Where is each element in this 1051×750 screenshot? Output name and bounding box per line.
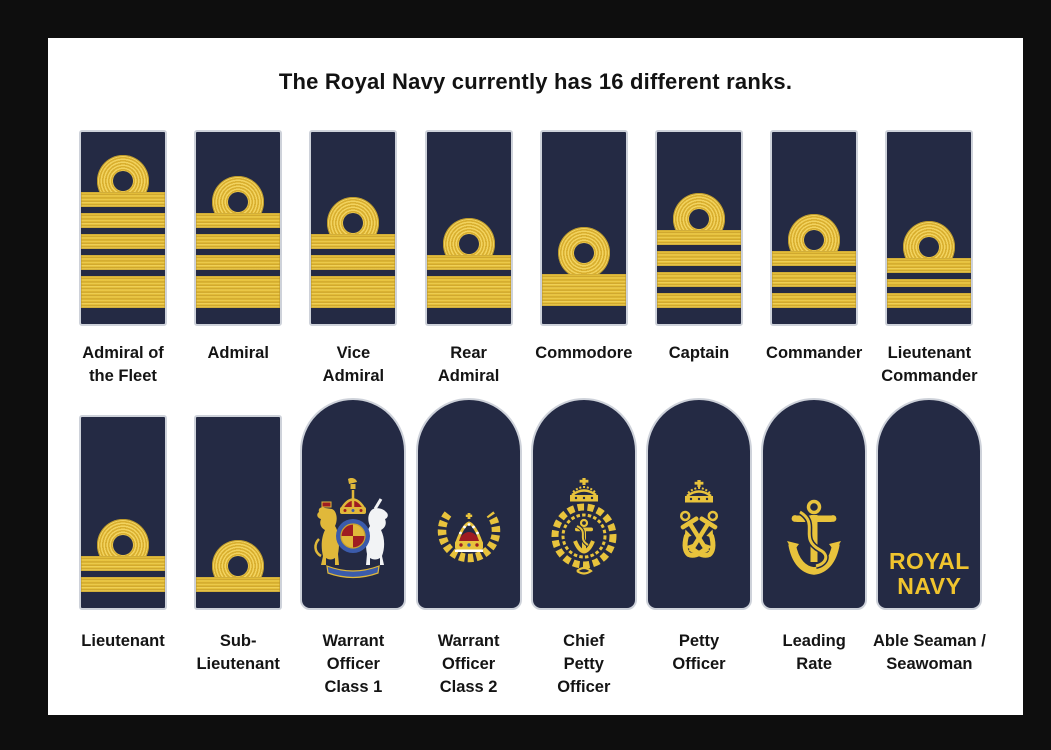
rank-label-commander: Commander bbox=[766, 344, 863, 362]
rank-stripe-broad bbox=[311, 276, 396, 308]
rank-stripe-narrow bbox=[81, 556, 165, 571]
rank-label-commodore: Commodore bbox=[535, 344, 633, 362]
rank-label-admiral: Admiral bbox=[207, 344, 269, 362]
rank-label-warrant-officer-class-2: Warrant Officer Class 2 bbox=[437, 632, 500, 696]
rank-stripe-narrow bbox=[657, 293, 741, 308]
rank-label-captain: Captain bbox=[668, 344, 730, 362]
rank-stripe-narrow bbox=[657, 230, 741, 245]
rank-stripe-broad bbox=[541, 274, 626, 306]
rank-chart-card: The Royal Navy currently has 16 differen… bbox=[48, 38, 1023, 715]
shoulder-board-vice-admiral bbox=[309, 130, 398, 326]
rank-stripe-narrow bbox=[657, 272, 741, 287]
rank-stripe-broad bbox=[196, 276, 281, 308]
rank-label-able-seaman-seawoman: Able Seaman / Seawoman bbox=[872, 632, 986, 673]
rank-stripe-narrow bbox=[887, 258, 972, 273]
rank-stripe-narrow bbox=[196, 234, 281, 249]
shoulder-board-warrant-officer-class-1 bbox=[300, 398, 407, 610]
shoulder-board-chief-petty-officer bbox=[530, 398, 637, 610]
rank-label-lieutenant-commander: Lieutenant Commander bbox=[881, 344, 978, 385]
fouled-anchor-icon bbox=[787, 499, 842, 575]
rank-label-petty-officer: Petty Officer bbox=[672, 632, 726, 673]
rank-stripe-narrow bbox=[196, 255, 281, 270]
rank-label-sub-lieutenant: Sub- Lieutenant bbox=[196, 632, 280, 673]
rank-stripe-narrow bbox=[81, 234, 165, 249]
shoulder-board-captain bbox=[655, 130, 743, 326]
crowned-anchor-wreath-badge-icon bbox=[551, 478, 617, 575]
rank-stripe-narrow bbox=[311, 234, 396, 249]
royal-navy-text: ROYAL NAVY bbox=[888, 548, 970, 599]
rank-stripe-narrow bbox=[426, 255, 511, 270]
curl-loop-icon bbox=[557, 227, 610, 279]
rank-label-warrant-officer-class-1: Warrant Officer Class 1 bbox=[322, 632, 385, 696]
shoulder-board-lieutenant bbox=[79, 415, 167, 610]
royal-coat-of-arms-icon bbox=[314, 478, 389, 579]
rank-label-leading-rate: Leading Rate bbox=[782, 632, 846, 673]
rank-stripe-narrow bbox=[657, 251, 741, 266]
rank-stripe-narrow bbox=[772, 272, 857, 287]
shoulder-board-commodore bbox=[539, 130, 628, 326]
rank-stripe-narrow bbox=[81, 192, 165, 207]
shoulder-board-admiral bbox=[194, 130, 283, 326]
shoulder-board-commander bbox=[770, 130, 859, 326]
rank-stripe-narrow bbox=[772, 251, 857, 266]
rank-label-vice-admiral: Vice Admiral bbox=[322, 344, 385, 385]
shoulder-board-rear-admiral bbox=[424, 130, 513, 326]
shoulder-board-able-seaman-seawoman: ROYAL NAVY bbox=[876, 398, 983, 610]
rank-stripe-narrow bbox=[196, 577, 281, 592]
rank-stripe-narrow bbox=[81, 255, 165, 270]
crown-in-wreath-icon bbox=[437, 511, 500, 563]
shoulder-board-warrant-officer-class-2 bbox=[415, 398, 522, 610]
rank-label-admiral-of-the-fleet: Admiral of the Fleet bbox=[82, 344, 164, 385]
rank-stripe-broad bbox=[426, 276, 511, 308]
rank-label-rear-admiral: Rear Admiral bbox=[437, 344, 500, 385]
rank-stripe-narrow bbox=[81, 213, 165, 228]
rank-stripe-broad bbox=[81, 276, 165, 308]
rank-stripe-narrow bbox=[311, 255, 396, 270]
rank-stripe-narrow bbox=[196, 213, 281, 228]
chart-title: The Royal Navy currently has 16 differen… bbox=[278, 69, 793, 94]
crown-crossed-anchors-icon bbox=[679, 480, 719, 558]
shoulder-board-sub-lieutenant bbox=[194, 415, 283, 610]
shoulder-board-leading-rate bbox=[761, 398, 868, 610]
shoulder-board-lieutenant-commander bbox=[885, 130, 974, 326]
rank-stripe-narrow bbox=[772, 293, 857, 308]
shoulder-board-admiral-of-the-fleet bbox=[79, 130, 167, 326]
rank-label-lieutenant: Lieutenant bbox=[81, 632, 165, 650]
rank-stripe-thin bbox=[887, 279, 972, 287]
rank-label-chief-petty-officer: Chief Petty Officer bbox=[557, 632, 611, 696]
rank-stripe-narrow bbox=[81, 577, 165, 592]
shoulder-board-petty-officer bbox=[646, 398, 752, 610]
rank-stripe-narrow bbox=[887, 293, 972, 308]
